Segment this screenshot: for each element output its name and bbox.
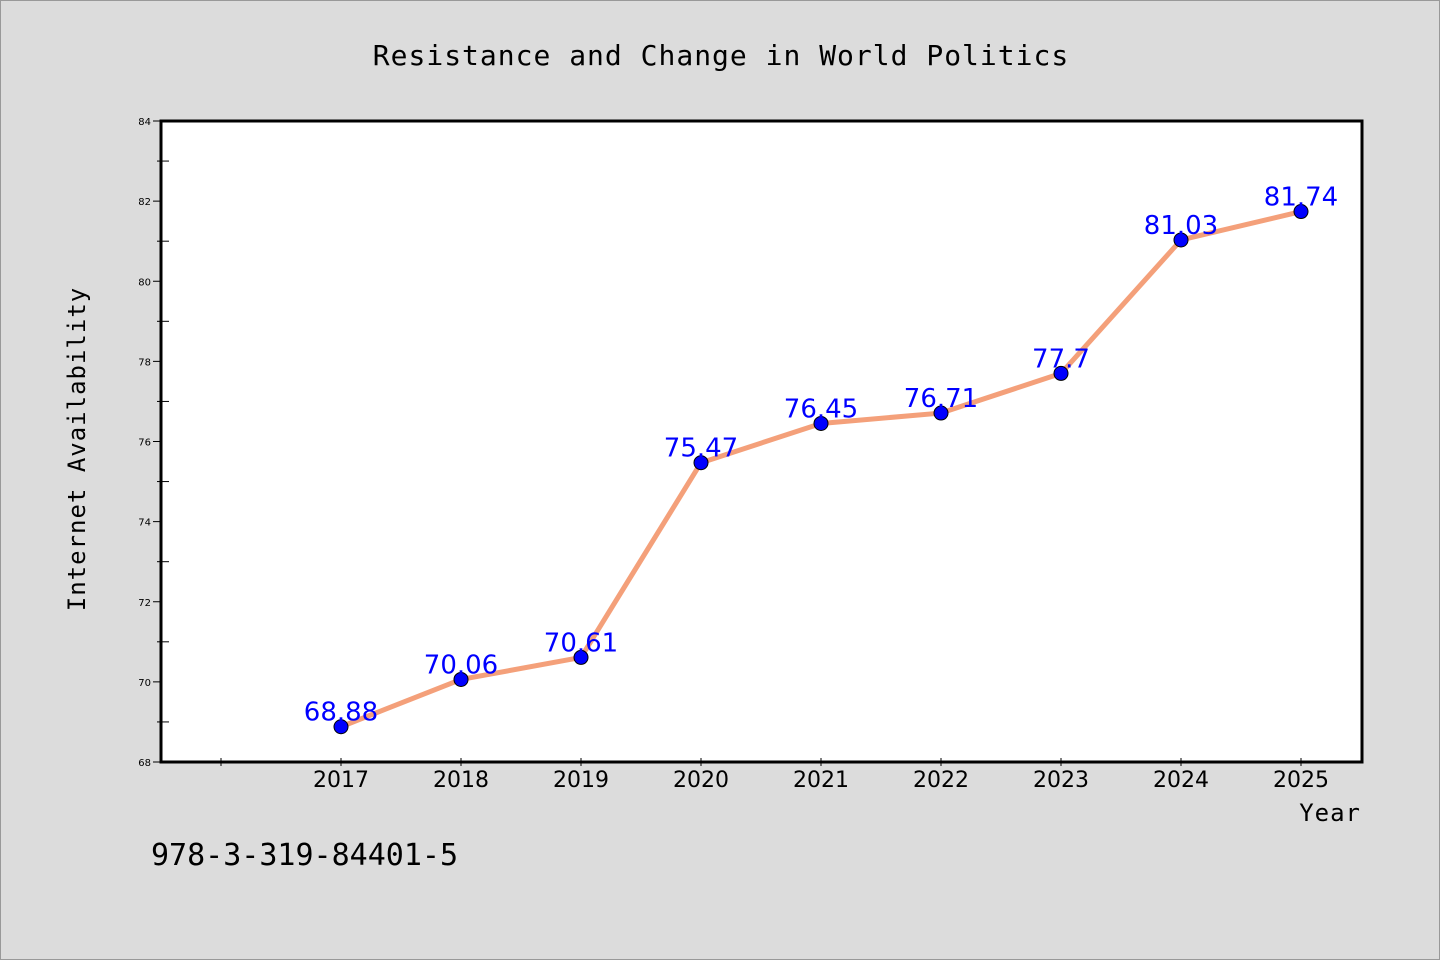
data-label: 70.61	[544, 628, 618, 658]
x-tick-label: 2024	[1153, 768, 1209, 793]
data-label: 76.71	[904, 384, 978, 414]
data-point	[933, 405, 949, 421]
data-point	[333, 719, 349, 735]
y-axis-label: Internet Availability	[63, 287, 91, 611]
y-tick-label: 74	[138, 518, 151, 529]
data-label: 77.7	[1032, 344, 1090, 374]
data-label: 70.06	[424, 650, 498, 680]
data-label: 68.88	[304, 698, 378, 728]
y-tick-label: 68	[138, 758, 151, 769]
x-tick-label: 2020	[673, 768, 729, 793]
data-label: 81.03	[1144, 211, 1218, 241]
y-tick-label: 76	[138, 438, 151, 449]
data-label: 76.45	[784, 394, 858, 424]
x-tick-label: 2021	[793, 768, 849, 793]
marker-group	[333, 204, 1309, 735]
footer-code: 978-3-319-84401-5	[151, 838, 458, 873]
y-tick-label: 78	[138, 357, 151, 368]
y-tick-label: 70	[138, 678, 151, 689]
x-axis-label: Year	[1299, 799, 1361, 827]
data-point	[1293, 204, 1309, 220]
data-label-group: 68.88 70.06 70.61 75.47 76.45 76.71 77.7 81.03 8…	[304, 183, 1338, 728]
y-tick-label: 80	[138, 277, 151, 288]
x-axis: 2017 2018 2019 2020 2021 2022 2023 2024 2025	[220, 758, 1329, 793]
x-tick-label: 2017	[313, 768, 369, 793]
data-point	[453, 671, 469, 687]
y-tick-label: 82	[138, 197, 151, 208]
x-tick-label: 2019	[553, 768, 609, 793]
data-point	[1173, 232, 1189, 248]
data-point	[813, 415, 829, 431]
x-tick-label: 2022	[913, 768, 969, 793]
y-tick-label: 72	[138, 598, 151, 609]
x-tick-label: 2023	[1033, 768, 1089, 793]
chart-title: Resistance and Change in World Politics	[373, 39, 1069, 72]
y-tick-label: 84	[138, 117, 151, 128]
data-label: 75.47	[664, 434, 738, 464]
data-point	[693, 455, 709, 471]
y-axis: 68 70 72 74 76 78 80 82 84	[138, 117, 169, 769]
data-point	[1053, 365, 1069, 381]
data-label: 81.74	[1264, 183, 1338, 213]
x-tick-label: 2018	[433, 768, 489, 793]
data-point	[573, 649, 589, 665]
x-tick-label: 2025	[1273, 768, 1329, 793]
